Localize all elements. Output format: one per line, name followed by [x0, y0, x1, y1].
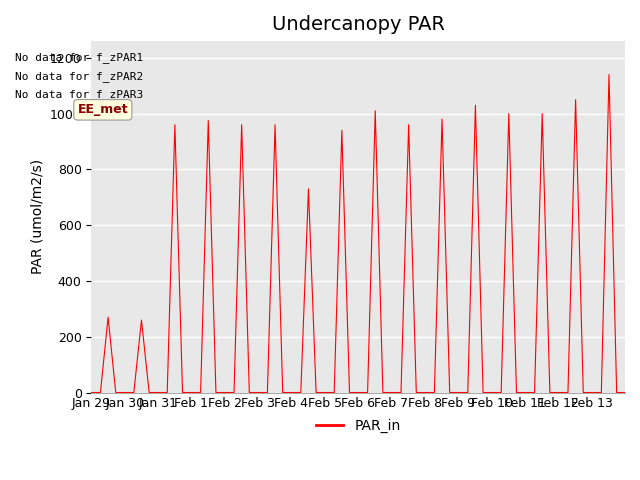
Text: No data for f_zPAR2: No data for f_zPAR2: [15, 71, 143, 82]
Text: EE_met: EE_met: [77, 103, 128, 116]
Title: Undercanopy PAR: Undercanopy PAR: [272, 15, 445, 34]
Legend: PAR_in: PAR_in: [310, 413, 406, 438]
Y-axis label: PAR (umol/m2/s): PAR (umol/m2/s): [30, 159, 44, 275]
Text: No data for f_zPAR3: No data for f_zPAR3: [15, 89, 143, 99]
Text: No data for f_zPAR1: No data for f_zPAR1: [15, 52, 143, 63]
